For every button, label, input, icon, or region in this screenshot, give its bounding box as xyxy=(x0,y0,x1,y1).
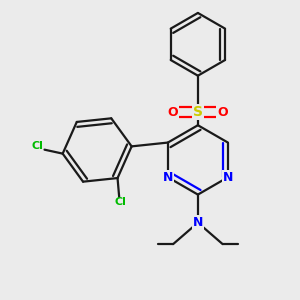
Text: N: N xyxy=(193,216,203,229)
Text: Cl: Cl xyxy=(31,141,43,152)
Text: Cl: Cl xyxy=(115,197,127,208)
Text: N: N xyxy=(223,171,233,184)
Text: S: S xyxy=(193,105,203,119)
Text: O: O xyxy=(217,106,228,118)
Text: N: N xyxy=(163,171,173,184)
Text: O: O xyxy=(168,106,178,118)
